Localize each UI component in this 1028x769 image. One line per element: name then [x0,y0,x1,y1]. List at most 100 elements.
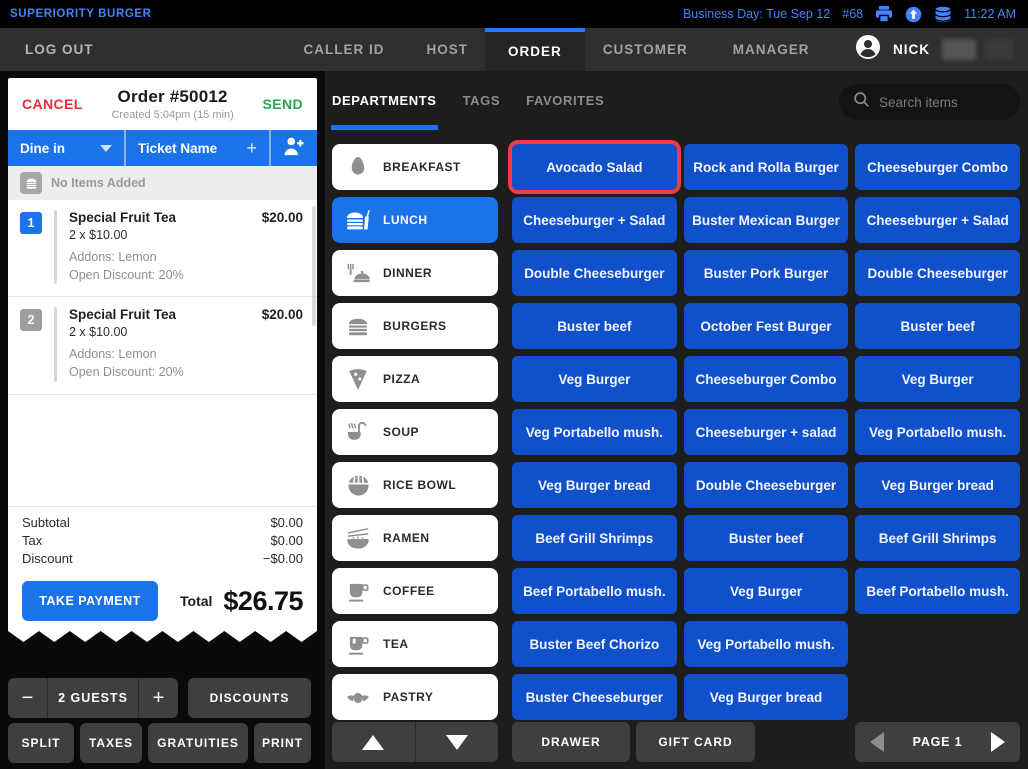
scrollbar[interactable] [312,206,316,326]
menu-item-tile[interactable]: Buster Cheeseburger [512,674,677,720]
drawer-button[interactable]: DRAWER [512,722,630,762]
logout-button[interactable]: LOG OUT [25,42,94,57]
menu-item-tile[interactable]: Veg Portabello mush. [512,409,677,455]
search-box[interactable] [839,84,1020,120]
take-payment-button[interactable]: TAKE PAYMENT [22,581,158,621]
receipt-tear-edge [8,631,317,642]
menu-item-tile[interactable]: Beef Grill Shrimps [855,515,1020,561]
department-pizza[interactable]: PIZZA [332,356,498,402]
gift-card-button[interactable]: GIFT CARD [636,722,755,762]
item-quantity: 2 x $10.00 [69,325,128,340]
taxes-button[interactable]: TAXES [80,723,142,763]
menu-item-tile[interactable]: Veg Burger bread [512,462,677,508]
discounts-button[interactable]: DISCOUNTS [188,678,311,718]
department-rice-bowl[interactable]: RICE BOWL [332,462,498,508]
guest-minus-button[interactable]: − [8,678,48,718]
menu-item-tile[interactable]: Veg Portabello mush. [855,409,1020,455]
add-customer-button[interactable] [269,130,317,166]
user-name[interactable]: NICK [893,42,930,57]
menu-item-tile[interactable]: Buster beef [855,303,1020,349]
menu-item-tile[interactable]: Buster beef [683,515,849,561]
scroll-down-button[interactable] [414,722,499,762]
menu-item-tile[interactable]: Cheeseburger + salad [683,409,849,455]
tab-host[interactable]: HOST [426,42,469,57]
page-next-button[interactable] [976,722,1020,762]
menu-item-tile[interactable]: Cheeseburger + Salad [855,197,1020,243]
order-type-dropdown[interactable]: Dine in [8,130,124,166]
department-burgers[interactable]: BURGERS [332,303,498,349]
department-breakfast[interactable]: BREAKFAST [332,144,498,190]
catalog-header: DEPARTMENTS TAGS FAVORITES [331,71,1020,130]
menu-item-tile[interactable]: Double Cheeseburger [512,250,677,296]
empty-grid-cell [855,674,1020,720]
order-number: Order #50012 [117,87,228,106]
tab-departments[interactable]: DEPARTMENTS [331,93,438,130]
gratuities-button[interactable]: GRATUITIES [148,723,248,763]
scroll-buttons [332,722,498,762]
send-button[interactable]: SEND [262,96,303,112]
search-input[interactable] [879,94,999,110]
tab-favorites[interactable]: FAVORITES [526,92,605,108]
department-label: COFFEE [383,584,435,598]
tab-caller-id[interactable]: CALLER ID [303,42,385,57]
avatar-icon[interactable] [855,34,881,65]
menu-item-tile[interactable]: Veg Burger bread [683,674,849,720]
page-prev-button[interactable] [855,722,899,762]
menu-item-tile[interactable]: Cheeseburger Combo [855,144,1020,190]
print-button[interactable]: PRINT [254,723,311,763]
menu-item-tile[interactable]: Double Cheeseburger [855,250,1020,296]
department-lunch[interactable]: LUNCH [332,197,498,243]
menu-item-tile[interactable]: Beef Portabello mush. [855,568,1020,614]
department-ramen[interactable]: RAMEN [332,515,498,561]
business-day-label: Business Day: Tue Sep 12 [682,7,831,21]
split-button[interactable]: SPLIT [8,723,74,763]
scroll-up-button[interactable] [332,722,415,762]
department-tea[interactable]: TEA [332,621,498,667]
menu-item-tile[interactable]: Veg Burger [683,568,849,614]
item-accent-bar [54,210,57,285]
menu-item-tile[interactable]: October Fest Burger [683,303,849,349]
order-type-value: Dine in [20,140,66,156]
menu-item-tile[interactable]: Buster beef [512,303,677,349]
total-amount: $26.75 [223,585,303,616]
menu-item-tile[interactable]: Buster Pork Burger [683,250,849,296]
tab-order-active[interactable]: ORDER [485,28,585,71]
database-icon[interactable] [934,6,952,23]
menu-item-tile[interactable]: Veg Portabello mush. [683,621,849,667]
item-addons: Addons: Lemon [69,347,157,362]
department-dinner[interactable]: DINNER [332,250,498,296]
catalog-panel: DEPARTMENTS TAGS FAVORITES BREAKFAST L [325,71,1028,769]
tax-label: Tax [22,533,43,548]
redacted-name-box [942,39,976,60]
menu-item-tile[interactable]: Beef Grill Shrimps [512,515,677,561]
menu-item-tile[interactable]: Buster Mexican Burger [683,197,849,243]
menu-item-tile[interactable]: Cheeseburger Combo [683,356,849,402]
user-area: NICK [855,28,1014,71]
ticket-name-button[interactable]: Ticket Name + [123,130,269,166]
menu-item-tile[interactable]: Cheeseburger + Salad [512,197,677,243]
tab-manager[interactable]: MANAGER [732,42,810,57]
menu-item-tile[interactable]: Double Cheeseburger [683,462,849,508]
menu-item-tile[interactable]: Beef Portabello mush. [512,568,677,614]
menu-item-tile-highlighted[interactable]: Avocado Salad [512,144,677,190]
department-pastry[interactable]: PASTRY [332,674,498,720]
department-coffee[interactable]: COFFEE [332,568,498,614]
department-soup[interactable]: SOUP [332,409,498,455]
tab-customer[interactable]: CUSTOMER [602,42,688,57]
menu-item-tile[interactable]: Buster Beef Chorizo [512,621,677,667]
order-item-row[interactable]: 2 Special Fruit Tea $20.00 2 x $10.00 Ad… [8,297,317,395]
clock-time: 11:22 AM [964,7,1016,21]
subtotal-value: $0.00 [270,515,303,530]
printer-icon[interactable] [875,6,893,22]
menu-item-tile[interactable]: Veg Burger [512,356,677,402]
sync-up-icon[interactable] [905,6,922,23]
menu-item-tile[interactable]: Veg Burger bread [855,462,1020,508]
menu-item-tile[interactable]: Rock and Rolla Burger [683,144,849,190]
order-item-row[interactable]: 1 Special Fruit Tea $20.00 2 x $10.00 Ad… [8,200,317,298]
tab-tags[interactable]: TAGS [462,92,501,108]
cancel-button[interactable]: CANCEL [22,96,83,112]
department-label: RAMEN [383,531,430,545]
guest-plus-button[interactable]: + [138,678,178,718]
department-label: PASTRY [383,690,434,704]
menu-item-tile[interactable]: Veg Burger [855,356,1020,402]
